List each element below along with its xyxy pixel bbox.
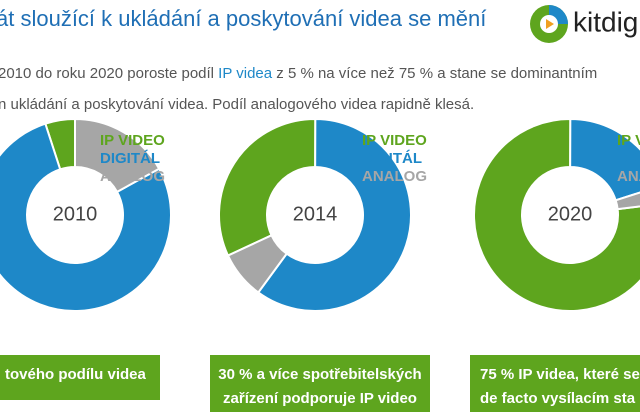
intro-text: z 5 % na více než 75 % a stane se domina… — [272, 65, 597, 82]
callout-text: 75 % IP videa, které se — [480, 366, 640, 383]
donut-center-label: 2010 — [53, 203, 98, 225]
intro-line: 2010 do roku 2020 poroste podíl IP videa… — [0, 65, 597, 82]
legend-entry: DIGITÁL — [100, 150, 160, 167]
intro-line: n ukládání a poskytování videa. Podíl an… — [0, 96, 474, 113]
donut-slice — [256, 117, 412, 312]
callout-box — [470, 355, 640, 412]
donut-slice — [569, 117, 640, 202]
callout-text: 30 % a více spotřebitelských — [218, 366, 421, 383]
donut-slice — [0, 122, 172, 312]
donut-center-label: 2020 — [548, 203, 593, 225]
donut-slice — [473, 118, 640, 312]
logo-text: kitdig — [573, 6, 638, 37]
callout-text: zařízení podporuje IP video — [223, 390, 417, 407]
legend-entry: DIGITÁL — [617, 150, 640, 167]
donut-slice — [74, 117, 161, 194]
donut-slice — [614, 191, 640, 211]
callout-text: de facto vysílacím sta — [480, 390, 636, 407]
legend-entry: IP VIDEO — [100, 132, 165, 149]
intro-highlight: IP videa — [218, 65, 273, 82]
donut-center-label: 2014 — [293, 203, 338, 225]
logo-play — [546, 19, 554, 29]
intro-text: 2010 do roku 2020 poroste podíl — [0, 65, 218, 82]
legend-entry: DIGITÁL — [362, 150, 422, 167]
legend-entry: ANALOG — [362, 168, 427, 185]
donut-slice — [226, 233, 289, 294]
logo: kitdig — [530, 5, 638, 43]
donut-slice — [218, 118, 317, 257]
boxes: tového podílu videa 30 % a více spotřebit… — [0, 355, 640, 412]
legend-entry: IP VIDEO — [617, 132, 640, 149]
callout-box — [210, 355, 430, 412]
callout-text: tového podílu videa — [5, 366, 147, 383]
legend-entry: ANALOG — [617, 168, 640, 185]
legend-entry: ANALOG — [100, 168, 165, 185]
legend-entry: IP VIDEO — [362, 132, 427, 149]
callout-box — [0, 355, 160, 400]
slide-title: át sloužící k ukládání a poskytování vid… — [0, 6, 486, 31]
